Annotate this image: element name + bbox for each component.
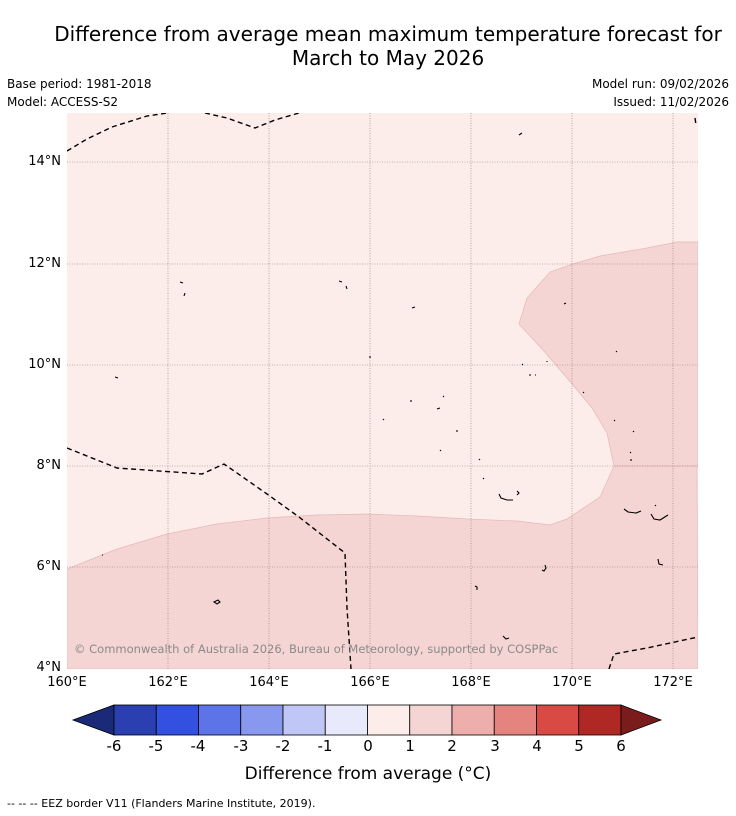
colorbar-segment — [367, 704, 411, 736]
colorbar-extend-low — [71, 704, 115, 736]
lat-label-8: 8°N — [36, 458, 62, 473]
colorbar-tick-label: -5 — [148, 737, 164, 755]
colorbar-segment — [198, 704, 242, 736]
colorbar-tick-label: 2 — [447, 737, 457, 755]
colorbar-extend-high — [620, 704, 663, 736]
lon-label-160: 160°E — [47, 675, 87, 690]
lon-label-166: 166°E — [350, 675, 390, 690]
colorbar — [71, 704, 663, 736]
colorbar-segment — [282, 704, 326, 736]
region-1-to-2-south — [67, 465, 698, 669]
islands — [102, 132, 669, 640]
colorbar-segment — [240, 704, 284, 736]
lat-label-12: 12°N — [28, 256, 61, 271]
colorbar-tick-label: 1 — [405, 737, 415, 755]
colorbar-segment — [155, 704, 199, 736]
copyright-notice: © Commonwealth of Australia 2026, Bureau… — [74, 642, 559, 656]
colorbar-tick-label: -3 — [233, 737, 249, 755]
base-period: Base period: 1981-2018 — [7, 77, 152, 91]
forecast-map — [67, 113, 698, 669]
colorbar-segment — [409, 704, 453, 736]
colorbar-tick-label: 5 — [574, 737, 584, 755]
meta-right: Model run: 09/02/2026 Issued: 11/02/2026 — [592, 75, 729, 111]
chart-title: Difference from average mean maximum tem… — [20, 22, 736, 70]
model-run: Model run: 09/02/2026 — [591, 77, 729, 91]
lon-label-168: 168°E — [451, 675, 491, 690]
colorbar-segment — [113, 704, 157, 736]
lon-label-164: 164°E — [249, 675, 289, 690]
lon-label-170: 170°E — [552, 675, 592, 690]
title-line-2: March to May 2026 — [291, 46, 485, 70]
colorbar-segment — [493, 704, 537, 736]
lat-label-4: 4°N — [36, 660, 62, 675]
lat-label-10: 10°N — [28, 357, 61, 372]
colorbar-tick-label: -2 — [275, 737, 291, 755]
region-1-to-2-east — [518, 241, 698, 467]
lat-label-6: 6°N — [36, 559, 62, 574]
eez-borders — [67, 113, 698, 669]
colorbar-tick-label: -4 — [190, 737, 206, 755]
lat-label-14: 14°N — [28, 154, 61, 169]
colorbar-tick-label: 4 — [532, 737, 542, 755]
colorbar-segment — [451, 704, 495, 736]
graticule — [67, 113, 698, 669]
colorbar-title: Difference from average (°C) — [244, 764, 492, 784]
colorbar-segment — [536, 704, 580, 736]
colorbar-tick-label: 6 — [616, 737, 626, 755]
title-line-1: Difference from average mean maximum tem… — [54, 22, 722, 46]
colorbar-segment — [324, 704, 368, 736]
eez-footnote: -- -- -- EEZ border V11 (Flanders Marine… — [7, 797, 316, 810]
colorbar-tick-label: -6 — [106, 737, 122, 755]
lon-label-162: 162°E — [148, 675, 188, 690]
colorbar-tick-label: -1 — [317, 737, 333, 755]
lon-label-172: 172°E — [653, 675, 693, 690]
issued-date: Issued: 11/02/2026 — [613, 95, 729, 109]
colorbar-tick-label: 3 — [490, 737, 500, 755]
meta-left: Base period: 1981-2018 Model: ACCESS-S2 — [7, 75, 152, 111]
colorbar-segment — [578, 704, 622, 736]
colorbar-tick-label: 0 — [363, 737, 373, 755]
model-name: Model: ACCESS-S2 — [7, 95, 119, 109]
